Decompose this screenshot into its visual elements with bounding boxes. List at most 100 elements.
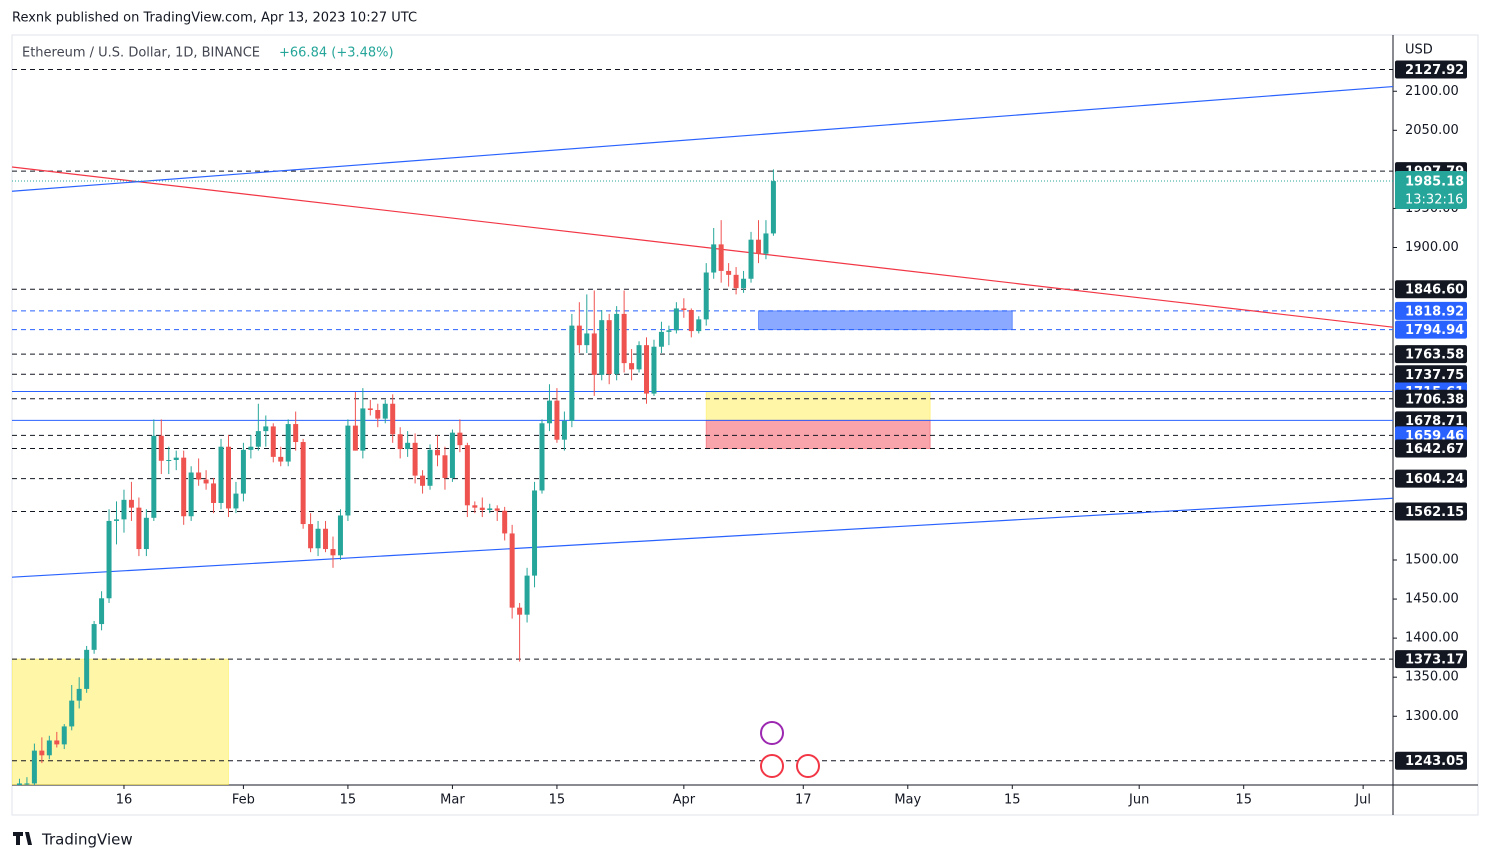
candle-body <box>315 528 321 549</box>
candle-body <box>330 549 336 556</box>
candle-body <box>614 313 620 375</box>
trend-line <box>12 497 1393 578</box>
x-tick-label: 15 <box>340 793 357 808</box>
candle-body <box>554 400 560 440</box>
candle-body <box>405 442 411 450</box>
candle-body <box>136 507 142 550</box>
candle-body <box>673 308 679 331</box>
candle-body <box>427 449 433 486</box>
zone <box>705 419 931 450</box>
symbol-title: Ethereum / U.S. Dollar, 1D, BINANCE <box>22 46 260 61</box>
y-tick-label: 1400.00 <box>1405 631 1459 646</box>
candle-body <box>755 239 761 254</box>
candle-body <box>532 490 538 576</box>
candle-body <box>337 515 343 556</box>
candle-body <box>599 320 605 375</box>
level-label: 1763.58 <box>1405 348 1464 363</box>
candle-body <box>666 330 672 332</box>
candle-body <box>24 783 30 785</box>
event-icon[interactable] <box>760 721 784 745</box>
candle-body <box>472 505 478 508</box>
level-label: 1846.60 <box>1405 283 1464 298</box>
level-label: 2127.92 <box>1405 63 1464 78</box>
candle-body <box>457 432 463 446</box>
zone <box>705 391 931 421</box>
level-label: 1604.24 <box>1405 472 1464 487</box>
candle-body <box>464 445 470 506</box>
candle-body <box>569 325 575 421</box>
level-label-bg <box>1395 365 1467 384</box>
candle-body <box>54 740 60 745</box>
level-label: 1818.92 <box>1405 304 1464 319</box>
level-label: 1243.05 <box>1405 754 1464 769</box>
level-label-bg <box>1395 469 1467 488</box>
candle-body <box>434 449 440 456</box>
candle-body <box>718 244 724 271</box>
brand-logo <box>13 832 32 845</box>
candle-body <box>203 479 209 484</box>
publisher: Rexnk published on TradingView.com, Apr … <box>12 11 417 26</box>
chart-frame <box>11 34 1479 816</box>
x-tick-label: 15 <box>1235 793 1252 808</box>
candle-body <box>173 457 179 460</box>
candle-body <box>584 333 590 346</box>
candle-body <box>696 319 702 332</box>
level-label: 1706.38 <box>1405 392 1464 407</box>
candle-body <box>561 420 567 440</box>
candle-body <box>181 457 187 517</box>
candle-body <box>114 519 120 521</box>
candle-body <box>128 499 134 508</box>
zone <box>12 658 229 785</box>
candle-body <box>263 426 269 432</box>
y-tick-label: 1300.00 <box>1405 709 1459 724</box>
y-tick-label: 1900.00 <box>1405 240 1459 255</box>
y-tick-label: 1500.00 <box>1405 553 1459 568</box>
event-icon[interactable] <box>796 754 820 778</box>
level-label-bg <box>1395 345 1467 364</box>
candle-body <box>375 410 381 419</box>
candle-body <box>621 313 627 364</box>
candle-body <box>16 783 22 785</box>
candle-body <box>606 320 612 375</box>
candle-body <box>741 278 747 289</box>
countdown: 13:32:16 <box>1405 192 1463 207</box>
level-label-bg <box>1395 389 1467 408</box>
trend-line <box>12 85 1393 192</box>
candle-body <box>390 403 396 435</box>
candle-body <box>91 624 97 650</box>
level-label: 1794.94 <box>1405 323 1464 338</box>
event-icon[interactable] <box>760 754 784 778</box>
price-change: +66.84 (+3.48%) <box>279 46 394 61</box>
candle-body <box>255 431 261 447</box>
x-tick-label: Jun <box>1128 793 1149 808</box>
candle-body <box>517 607 523 615</box>
candle-body <box>546 400 552 424</box>
candle-body <box>733 274 739 289</box>
level-label-bg <box>1395 60 1467 79</box>
x-tick-label: Jul <box>1354 793 1371 808</box>
x-tick-label: Apr <box>673 793 696 808</box>
candle-body <box>449 432 455 478</box>
candle-body <box>629 363 635 370</box>
candle-body <box>106 520 112 599</box>
candle-body <box>651 346 657 394</box>
candle-body <box>211 483 217 503</box>
candle-body <box>763 233 769 254</box>
candle-body <box>248 446 254 450</box>
candle-body <box>382 403 388 419</box>
x-tick-label: May <box>894 793 921 808</box>
candle-body <box>121 499 127 520</box>
level-label-bg <box>1395 439 1467 458</box>
candle-body <box>688 310 694 332</box>
candle-body <box>360 408 366 451</box>
candle-body <box>644 345 650 394</box>
y-tick-label: 1350.00 <box>1405 670 1459 685</box>
level-label: 1737.75 <box>1405 368 1464 383</box>
candle-body <box>285 424 291 462</box>
candle-body <box>509 533 515 608</box>
candle-body <box>726 270 732 275</box>
level-label-bg <box>1395 320 1467 339</box>
y-tick-label: 2100.00 <box>1405 84 1459 99</box>
candle-body <box>494 508 500 511</box>
